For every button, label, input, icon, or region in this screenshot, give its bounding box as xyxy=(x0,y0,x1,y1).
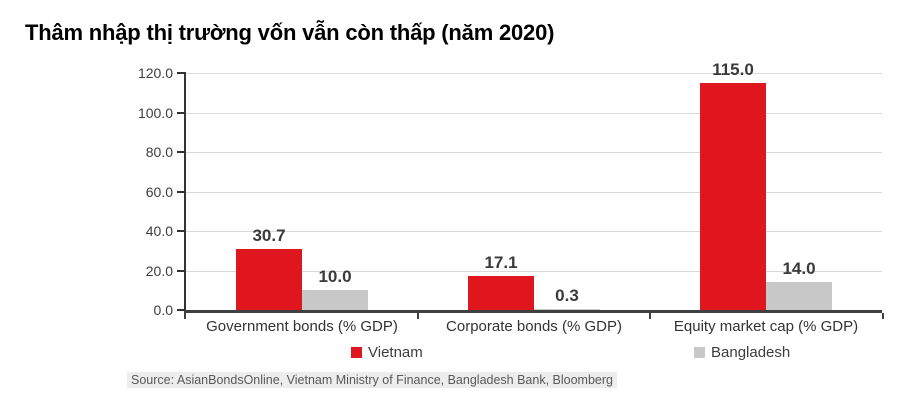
category-label-government-bonds: Government bonds (% GDP) xyxy=(206,318,398,335)
bar-value-label: 115.0 xyxy=(712,59,754,79)
y-tick-mark-40 xyxy=(177,230,185,232)
x-tick-mark-1 xyxy=(416,313,419,319)
x-axis xyxy=(184,310,882,313)
bar-value-label: 17.1 xyxy=(484,253,518,273)
gridline-40 xyxy=(186,231,882,232)
legend-item-bangladesh: Bangladesh xyxy=(694,344,790,361)
y-tick-label-120: 120.0 xyxy=(137,65,173,81)
bar-group-2: 115.0 14.0 xyxy=(650,60,882,310)
y-tick-label-100: 100.0 xyxy=(137,104,173,121)
gridline-120 xyxy=(186,73,882,74)
y-tick-label-40: 40.0 xyxy=(145,223,173,239)
y-tick-label-60: 60.0 xyxy=(145,183,173,200)
gridline-20 xyxy=(186,270,882,272)
category-label-corporate-bonds: Corporate bonds (% GDP) xyxy=(446,318,622,335)
bar-vietnam-0: 30.7 xyxy=(236,226,302,310)
x-tick-mark-0 xyxy=(184,313,186,319)
y-tick-mark-60 xyxy=(177,190,185,193)
y-tick-mark-100 xyxy=(177,111,185,114)
gridline-80 xyxy=(186,152,882,153)
x-axis-labels: Government bonds (% GDP) Corporate bonds… xyxy=(186,318,882,335)
y-tick-mark-20 xyxy=(177,269,185,272)
y-tick-mark-120 xyxy=(177,72,185,74)
bangladesh-swatch-icon xyxy=(694,347,705,358)
bar-value-label: 10.0 xyxy=(318,267,352,287)
x-tick-mark-3 xyxy=(882,313,884,319)
source-note: Source: AsianBondsOnline, Vietnam Minist… xyxy=(127,372,617,388)
vietnam-swatch-icon xyxy=(351,347,362,358)
bar-vietnam-2: 115.0 xyxy=(700,60,766,310)
gridline-60 xyxy=(186,191,882,193)
y-tick-label-20: 20.0 xyxy=(145,262,173,279)
plot-area: 30.7 10.0 17.1 0.3 115.0 14.0 xyxy=(186,60,882,310)
category-label-equity-market-cap: Equity market cap (% GDP) xyxy=(673,318,859,335)
bar-group-0: 30.7 10.0 xyxy=(186,73,418,310)
legend-label-bangladesh: Bangladesh xyxy=(711,344,791,361)
y-tick-label-0: 0.0 xyxy=(153,302,173,318)
bar-value-label: 0.3 xyxy=(555,286,579,306)
y-axis xyxy=(184,72,186,312)
bar-bangladesh-2: 14.0 xyxy=(766,259,832,310)
chart-title: Thâm nhập thị trường vốn vẫn còn thấp (n… xyxy=(25,20,555,45)
y-tick-label-80: 80.0 xyxy=(145,144,173,160)
legend-item-vietnam: Vietnam xyxy=(351,344,423,361)
bar-value-label: 14.0 xyxy=(782,259,816,279)
y-tick-mark-0 xyxy=(177,309,185,311)
y-tick-mark-80 xyxy=(177,151,185,153)
bar-bangladesh-1: 0.3 xyxy=(534,286,600,310)
bar-bangladesh-0: 10.0 xyxy=(302,267,368,310)
bar-group-1: 17.1 0.3 xyxy=(418,73,650,310)
bar-vietnam-1: 17.1 xyxy=(468,253,534,310)
gridline-100 xyxy=(186,112,882,114)
bar-value-label: 30.7 xyxy=(252,226,286,246)
legend-label-vietnam: Vietnam xyxy=(368,344,423,361)
x-tick-mark-2 xyxy=(649,313,652,319)
